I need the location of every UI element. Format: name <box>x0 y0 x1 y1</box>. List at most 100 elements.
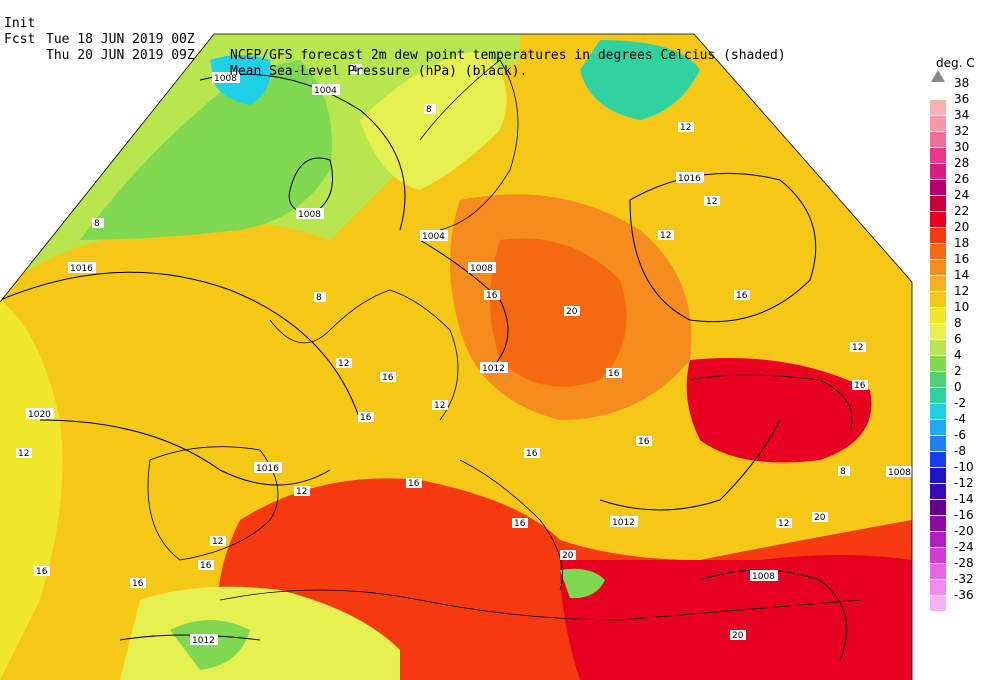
legend-row: -20 <box>930 524 1000 548</box>
legend-swatch <box>930 276 946 291</box>
legend-swatch <box>930 164 946 179</box>
map-header: Init Tue 18 JUN 2019 00Z NCEP/GFS foreca… <box>4 0 904 79</box>
dewpoint-label: 16 <box>638 437 650 447</box>
dewpoint-label: 16 <box>486 291 498 301</box>
pressure-label: 1012 <box>612 518 635 528</box>
dewpoint-label: 12 <box>706 197 717 207</box>
legend-swatch <box>930 244 946 259</box>
legend-row: -2 <box>930 396 1000 420</box>
dewpoint-label: 16 <box>736 291 748 301</box>
legend-swatch <box>930 148 946 163</box>
legend-swatch <box>930 388 946 403</box>
legend-row: -28 <box>930 556 1000 580</box>
dewpoint-label: 8 <box>426 105 432 115</box>
coast-western-europe <box>269 289 459 421</box>
north-russia-cold-region <box>580 40 700 120</box>
legend-value: 32 <box>954 124 970 138</box>
legend-row: -36 <box>930 588 1000 612</box>
dewpoint-label: 4 <box>352 65 358 75</box>
dewpoint-label: 8 <box>840 467 846 477</box>
pressure-label: 1016 <box>256 464 279 474</box>
legend-row: 6 <box>930 332 1000 356</box>
legend-swatch <box>930 324 946 339</box>
east-med-hot-region <box>560 555 912 680</box>
legend-value: 34 <box>954 108 970 122</box>
isobar-1012-africa <box>119 634 261 641</box>
legend-row: 18 <box>930 236 1000 260</box>
legend-value: 12 <box>954 284 970 298</box>
legend-value: 18 <box>954 236 970 250</box>
dewpoint-label: 16 <box>608 369 620 379</box>
legend-value: 16 <box>954 252 970 266</box>
legend-row: 12 <box>930 284 1000 308</box>
dewpoint-label: 8 <box>316 293 322 303</box>
dewpoint-label: 12 <box>296 487 307 497</box>
legend-value: 28 <box>954 156 970 170</box>
coastlines <box>147 59 861 621</box>
isobar-1016-west <box>0 271 361 421</box>
dewpoint-label: 16 <box>36 567 48 577</box>
scandinavia-region <box>360 50 507 190</box>
legend-value: 26 <box>954 172 970 186</box>
north-africa-region <box>120 586 400 680</box>
coast-north-africa <box>219 589 861 621</box>
dewpoint-label: 16 <box>360 413 372 423</box>
coast-italy <box>459 459 563 591</box>
legend-value: -24 <box>954 540 974 554</box>
legend-row: 2 <box>930 364 1000 388</box>
forecast-description: NCEP/GFS forecast 2m dew point temperatu… <box>230 48 786 63</box>
pressure-label: 1016 <box>70 264 93 274</box>
coast-black-sea <box>689 374 853 431</box>
legend-value: -32 <box>954 572 974 586</box>
legend-row: 34 <box>930 108 1000 132</box>
legend-value: 14 <box>954 268 970 282</box>
legend-row: -24 <box>930 540 1000 564</box>
legend-swatch <box>930 196 946 211</box>
legend-swatch <box>930 100 946 115</box>
legend-value: 10 <box>954 300 970 314</box>
dewpoint-label: 12 <box>852 343 863 353</box>
legend-swatch <box>930 452 946 467</box>
legend-swatch <box>930 420 946 435</box>
legend-value: 20 <box>954 220 970 234</box>
legend-swatch <box>930 116 946 131</box>
legend-value: 0 <box>954 380 962 394</box>
dewpoint-label: 20 <box>732 631 744 641</box>
legend-row: 28 <box>930 156 1000 180</box>
dewpoint-label: 16 <box>408 479 420 489</box>
legend-swatch <box>930 292 946 307</box>
legend-value: -36 <box>954 588 974 602</box>
legend-value: -12 <box>954 476 974 490</box>
coast-iberia <box>147 446 279 561</box>
legend-row: -10 <box>930 460 1000 484</box>
color-legend: deg. C 38 36 34 32 30 28 26 24 22 20 18 16 14 12 10 8 6… <box>926 56 1000 616</box>
west-atlantic-region <box>0 300 63 680</box>
legend-swatch <box>930 436 946 451</box>
fcst-label: Fcst <box>4 32 36 47</box>
legend-row: 24 <box>930 188 1000 212</box>
legend-row: 20 <box>930 220 1000 244</box>
dewpoint-label: 12 <box>680 123 691 133</box>
legend-value: 6 <box>954 332 962 346</box>
legend-row: 30 <box>930 140 1000 164</box>
legend-swatch <box>930 500 946 515</box>
legend-value: -6 <box>954 428 966 442</box>
legend-swatch <box>930 596 946 611</box>
dewpoint-label: 12 <box>434 401 445 411</box>
isobar-1012-east <box>599 419 781 511</box>
fcst-datetime: Thu 20 JUN 2019 09Z <box>46 48 195 63</box>
legend-swatch <box>930 580 946 595</box>
legend-value: -8 <box>954 444 966 458</box>
legend-value: 2 <box>954 364 962 378</box>
legend-value: -4 <box>954 412 966 426</box>
legend-row: -32 <box>930 572 1000 596</box>
dewpoint-labels: 4 8 8 8 12 12 12 16 12 16 16 12 16 16 20… <box>16 64 868 641</box>
legend-swatch <box>930 468 946 483</box>
pressure-label: 1004 <box>422 232 445 242</box>
legend-row: -16 <box>930 508 1000 532</box>
legend-row: 10 <box>930 300 1000 324</box>
dewpoint-label: 8 <box>94 219 100 229</box>
legend-value: 8 <box>954 316 962 330</box>
pressure-labels: 1004 1008 1008 1004 1008 1016 1012 1016 … <box>26 72 912 646</box>
legend-top-value: 38 <box>954 76 970 90</box>
